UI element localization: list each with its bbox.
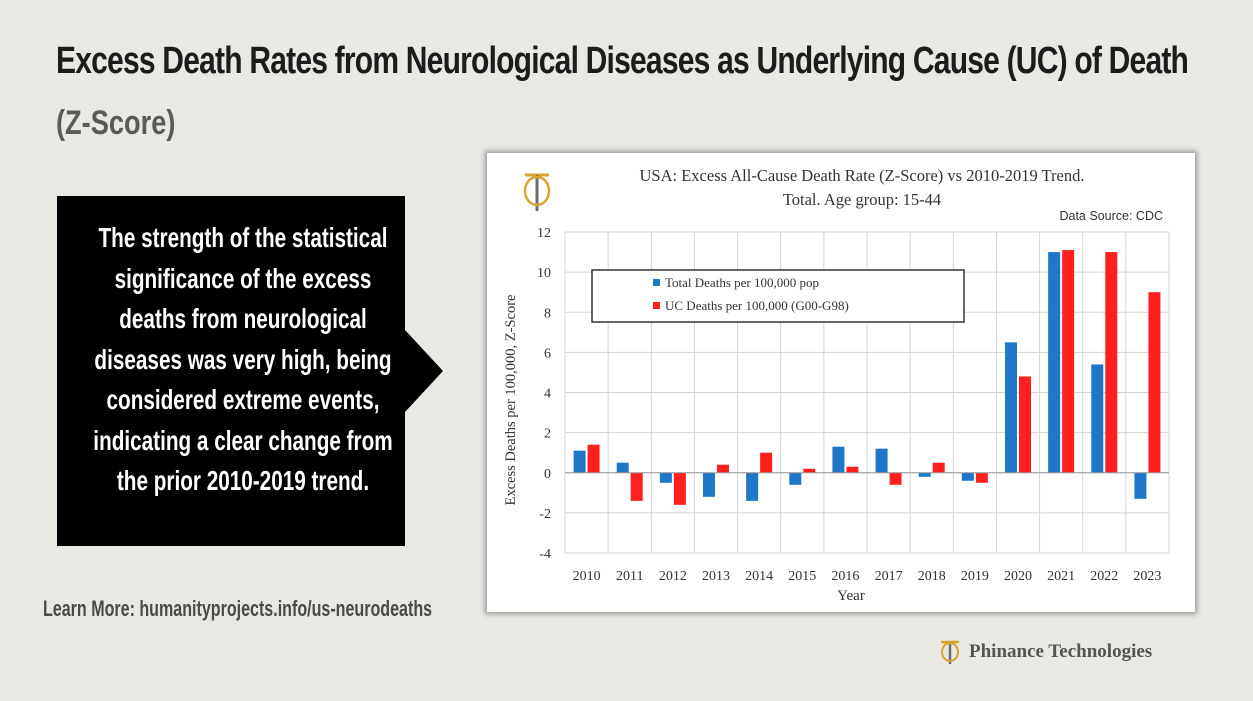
callout-line: the prior 2010-2019 trend. (116, 465, 370, 496)
x-tick-label: 2018 (918, 569, 946, 584)
bar-total-2018 (918, 472, 931, 477)
x-tick-label: 2011 (616, 569, 643, 584)
page-title: Excess Death Rates from Neurological Dis… (56, 40, 1189, 82)
chart-title: USA: Excess All-Cause Death Rate (Z-Scor… (640, 166, 1085, 185)
x-tick-label: 2022 (1090, 569, 1118, 584)
y-tick-label: -2 (539, 507, 551, 522)
x-tick-label: 2013 (702, 569, 730, 584)
callout-box: The strength of the statistical signific… (57, 196, 405, 546)
callout-line: considered extreme events, (106, 384, 380, 415)
legend: Total Deaths per 100,000 pop UC Deaths p… (591, 269, 965, 323)
legend-box (591, 269, 965, 323)
bar-uc-2022 (1105, 252, 1118, 473)
bar-uc-2023 (1148, 292, 1161, 473)
bar-total-2016 (832, 446, 845, 473)
bar-uc-2014 (760, 452, 773, 473)
bar-total-2022 (1091, 364, 1104, 473)
y-tick-label: 10 (537, 266, 551, 281)
bar-uc-2010 (587, 444, 600, 473)
callout-line: diseases was very high, being (94, 343, 392, 375)
bar-chart: USA: Excess All-Cause Death Rate (Z-Scor… (503, 166, 1170, 604)
y-tick-label: 4 (544, 387, 551, 402)
bar-uc-2021 (1062, 250, 1075, 473)
callout-pointer (405, 330, 443, 412)
bar-total-2010 (573, 450, 586, 473)
chart-logo-icon (523, 173, 551, 211)
bar-uc-2011 (630, 472, 643, 501)
chart-subtitle: Total. Age group: 15-44 (783, 190, 941, 209)
footer-brand-name: Phinance Technologies (969, 641, 1153, 662)
bar-uc-2019 (975, 472, 988, 483)
callout-line: deaths from neurological (119, 303, 367, 334)
bar-total-2012 (659, 472, 672, 483)
bar-uc-2013 (717, 464, 729, 473)
bar-uc-2018 (932, 462, 945, 473)
y-axis-label: Excess Deaths per 100,000, Z-Score (503, 295, 519, 506)
bar-total-2015 (789, 472, 802, 485)
chart-source: Data Source: CDC (1059, 209, 1163, 223)
bar-total-2020 (1005, 342, 1017, 473)
x-tick-label: 2012 (659, 569, 687, 584)
y-tick-label: 6 (544, 346, 551, 361)
bar-total-2021 (1048, 252, 1061, 473)
legend-swatch-uc (653, 302, 660, 309)
callout-line: significance of the excess (114, 262, 372, 294)
learn-more-link[interactable]: Learn More: humanityprojects.info/us-neu… (43, 596, 433, 621)
page-subtitle: (Z-Score) (56, 104, 176, 142)
y-tick-label: 8 (544, 306, 551, 321)
x-tick-label: 2020 (1004, 569, 1032, 584)
x-tick-label: 2015 (788, 569, 816, 584)
y-tick-label: -4 (539, 547, 551, 562)
bar-uc-2012 (673, 472, 686, 505)
bar-total-2019 (961, 472, 974, 481)
bar-uc-2020 (1019, 376, 1031, 473)
brand-logo-icon (941, 640, 959, 664)
callout-line: The strength of the statistical (98, 222, 388, 253)
bar-uc-2015 (803, 468, 816, 473)
callout-line: indicating a clear change from (93, 424, 393, 456)
bars (573, 250, 1161, 505)
x-axis-label: Year (837, 588, 865, 604)
y-tick-label: 2 (544, 427, 551, 442)
bar-uc-2017 (889, 472, 902, 485)
x-tick-label: 2017 (875, 569, 903, 584)
y-tick-label: 12 (537, 226, 551, 241)
footer-brand: Phinance Technologies (937, 639, 1152, 665)
x-tick-labels: 2010 2011 2012 2013 2014 2015 2016 2017 2018 2019… (573, 569, 1162, 584)
bar-total-2014 (746, 472, 759, 501)
bar-total-2011 (616, 462, 629, 473)
callout-text: The strength of the statistical signific… (88, 218, 399, 502)
chart-card: USA: Excess All-Cause Death Rate (Z-Scor… (487, 153, 1195, 612)
y-tick-label: 0 (544, 467, 551, 482)
legend-swatch-total (653, 279, 660, 286)
legend-label-uc: UC Deaths per 100,000 (G00-G98) (665, 298, 849, 313)
y-tick-labels: -4 -2 0 2 4 6 8 10 12 (537, 226, 551, 562)
x-tick-label: 2014 (745, 569, 773, 584)
legend-label-total: Total Deaths per 100,000 pop (665, 275, 819, 290)
x-tick-label: 2010 (573, 569, 601, 584)
bar-total-2023 (1134, 472, 1147, 499)
bar-total-2017 (875, 448, 888, 473)
x-tick-label: 2019 (961, 569, 989, 584)
x-tick-label: 2021 (1047, 569, 1075, 584)
bar-total-2013 (703, 472, 715, 497)
x-tick-label: 2023 (1133, 569, 1161, 584)
bar-uc-2016 (846, 466, 859, 473)
x-tick-label: 2016 (831, 569, 859, 584)
